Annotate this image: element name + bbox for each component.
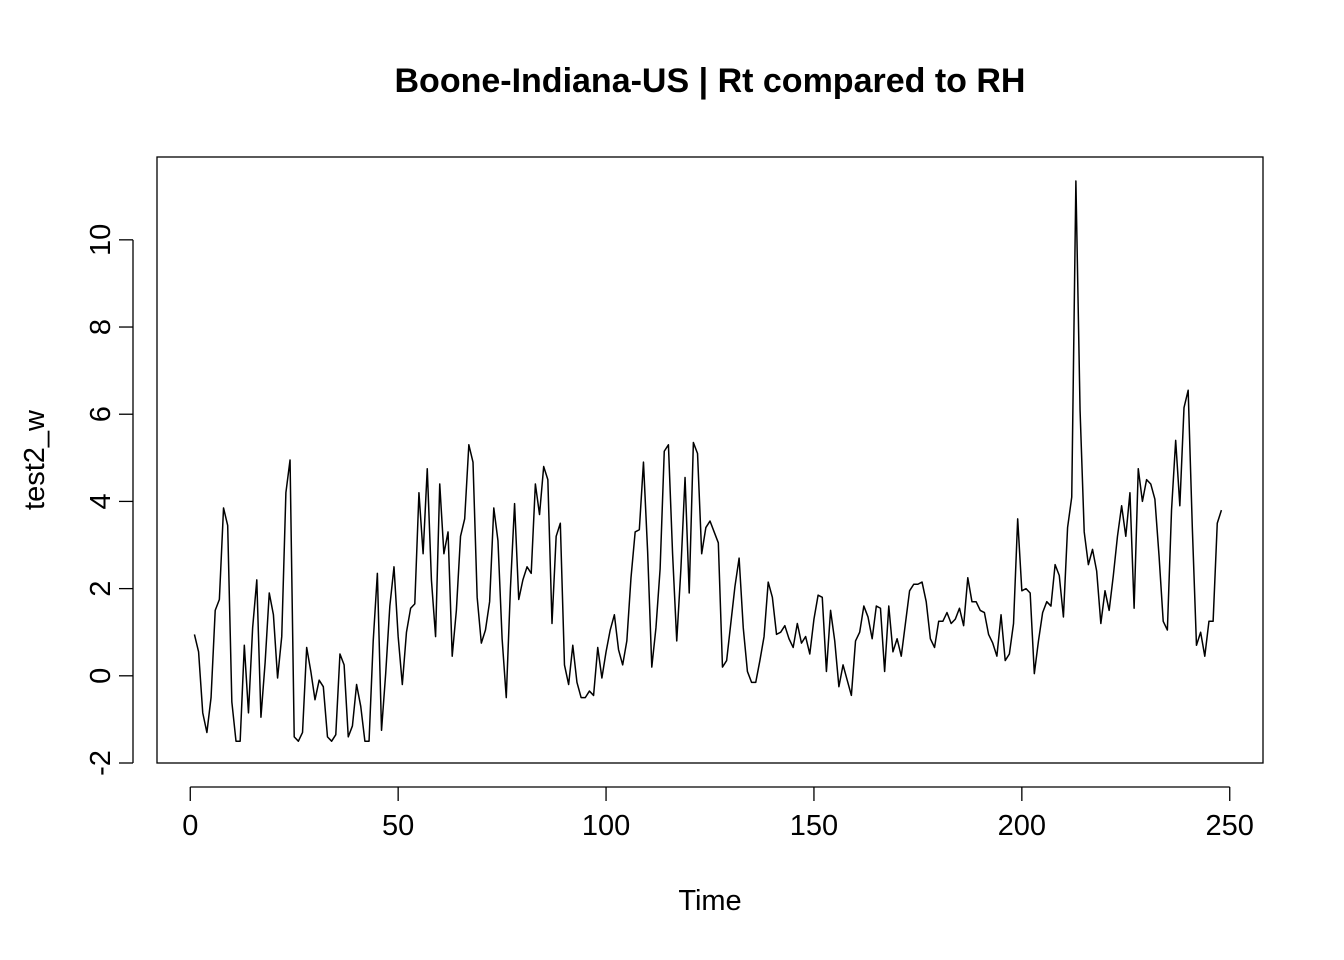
x-tick-label: 100 [582,810,630,842]
series-line [193,180,1223,742]
x-tick-label: 150 [790,810,838,842]
plot-area-box [156,156,1264,764]
x-tick-label: 50 [382,810,414,842]
x-tick-label: 250 [1206,810,1254,842]
x-tick-label: 0 [182,810,198,842]
y-tick-label: 0 [85,668,117,684]
y-axis-label: test2_w [19,409,51,510]
x-axis: 0 50 100 150 200 250 [182,786,1254,842]
y-tick-label: -2 [85,750,117,776]
y-tick-label: 6 [85,406,117,422]
y-tick-label: 2 [85,581,117,597]
y-tick-label: 10 [85,224,117,256]
chart-title: Boone-Indiana-US | Rt compared to RH [395,62,1026,100]
x-axis-label: Time [678,885,741,917]
y-tick-label: 8 [85,319,117,335]
y-axis: -2 0 2 4 6 8 10 [85,224,134,776]
x-tick-label: 200 [998,810,1046,842]
y-tick-label: 4 [85,493,117,509]
